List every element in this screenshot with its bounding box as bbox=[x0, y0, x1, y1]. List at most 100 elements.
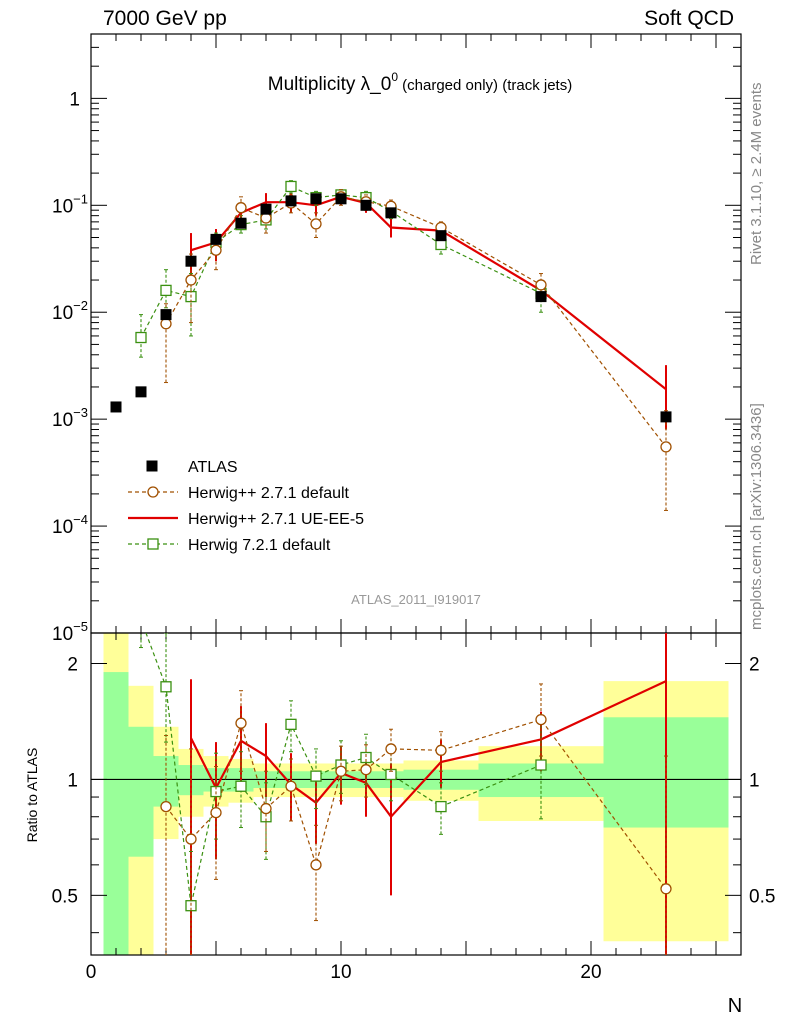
ratio-herwig271-marker-bg bbox=[286, 781, 296, 791]
ratio-herwig721-point bbox=[285, 718, 297, 730]
tick-base: 10 bbox=[52, 196, 73, 217]
main-y-tick-label: 10−3 bbox=[52, 405, 88, 431]
main-atlas-point bbox=[335, 193, 347, 205]
main-atlas-point bbox=[310, 193, 322, 205]
ratio-herwig721-point bbox=[435, 800, 447, 813]
x-tick-label: 20 bbox=[580, 962, 601, 983]
legend-marker-herwig721 bbox=[147, 538, 159, 550]
main-herwig271-marker-bg bbox=[311, 219, 321, 229]
ratio-y-tick-label-right: 1 bbox=[749, 770, 760, 791]
main-series-herwig721 bbox=[135, 180, 547, 358]
main-herwig271-point bbox=[185, 274, 197, 286]
legend-entry-herwig721: Herwig 7.2.1 default bbox=[128, 537, 331, 554]
main-atlas-point bbox=[260, 203, 272, 215]
ratio-herwig271-point bbox=[160, 800, 172, 813]
legend-label-atlas: ATLAS bbox=[188, 459, 238, 476]
main-y-tick-label: 1 bbox=[69, 89, 80, 110]
main-herwig271-marker-bg bbox=[436, 222, 446, 232]
legend-marker-atlas bbox=[146, 460, 158, 472]
tick-exponent: −2 bbox=[73, 298, 88, 313]
main-herwig271-point bbox=[310, 218, 322, 230]
x-axis-label: N bbox=[728, 995, 742, 1017]
watermark-label: ATLAS_2011_I919017 bbox=[351, 592, 481, 607]
ratio-herwig721-point bbox=[535, 759, 547, 771]
ratio-herwig721-marker-bg bbox=[161, 682, 171, 692]
main-atlas-point bbox=[160, 309, 172, 321]
main-herwig721-marker-bg bbox=[286, 181, 296, 191]
main-ueee5-line bbox=[190, 195, 667, 391]
ratio-herwig271-marker-bg bbox=[661, 884, 671, 894]
ratio-herwig271-point bbox=[185, 833, 197, 845]
legend-entry-herwig271: Herwig++ 2.7.1 default bbox=[128, 485, 350, 502]
legend-entry-ueee5: Herwig++ 2.7.1 UE-EE-5 bbox=[128, 511, 364, 528]
ratio-herwig721-marker-bg bbox=[361, 753, 371, 763]
main-atlas-point bbox=[285, 195, 297, 207]
ratio-y-tick-label: 2 bbox=[67, 654, 78, 675]
ratio-y-tick-label: 0.5 bbox=[52, 886, 78, 907]
tick-exponent: −3 bbox=[73, 405, 88, 420]
title-superscript: 0 bbox=[391, 70, 398, 84]
legend-marker-bg-herwig721 bbox=[148, 539, 158, 549]
ratio-herwig271-marker-bg bbox=[536, 715, 546, 725]
legend-marker-bg-herwig271 bbox=[148, 487, 158, 497]
main-y-tick-label: 10−1 bbox=[52, 191, 88, 217]
tick-base: 10 bbox=[52, 517, 73, 538]
ratio-herwig271-marker-bg bbox=[261, 804, 271, 814]
ratio-herwig721-point bbox=[160, 681, 172, 693]
ratio-uncertainty-bands bbox=[103, 633, 729, 955]
ratio-herwig271-point bbox=[260, 802, 272, 815]
main-herwig721-marker-bg bbox=[436, 239, 446, 249]
legend-label-herwig271: Herwig++ 2.7.1 default bbox=[188, 485, 350, 502]
main-atlas-point bbox=[135, 386, 147, 398]
main-herwig271-marker-bg bbox=[211, 245, 221, 255]
main-herwig721-point bbox=[285, 180, 297, 193]
main-herwig271-marker-bg bbox=[536, 280, 546, 290]
main-herwig271-point bbox=[660, 441, 672, 453]
main-atlas-point bbox=[360, 199, 372, 211]
ratio-herwig721-marker-bg bbox=[137, 615, 146, 624]
ratio-herwig271-point bbox=[660, 883, 672, 895]
tick-base: 10 bbox=[52, 303, 73, 324]
main-atlas-point bbox=[210, 233, 222, 245]
ratio-herwig721-point bbox=[310, 770, 322, 782]
ratio-herwig271-point bbox=[435, 744, 447, 756]
ratio-herwig271-point bbox=[385, 743, 397, 755]
ratio-herwig271-point bbox=[210, 806, 222, 819]
legend-entry-atlas: ATLAS bbox=[146, 459, 238, 476]
ratio-herwig721-marker-bg bbox=[386, 769, 396, 779]
ratio-herwig721-point bbox=[136, 615, 146, 625]
ratio-ueee5-line bbox=[190, 680, 667, 819]
legend-label-ueee5: Herwig++ 2.7.1 UE-EE-5 bbox=[188, 511, 364, 528]
ratio-y-tick-label-right: 0.5 bbox=[749, 886, 775, 907]
ratio-y-tick-label: 1 bbox=[67, 770, 78, 791]
main-herwig721-marker-bg bbox=[136, 333, 146, 343]
ratio-herwig271-point bbox=[535, 713, 547, 726]
title-tail-text: (charged only) (track jets) bbox=[398, 77, 572, 94]
main-herwig271-marker-bg bbox=[236, 203, 246, 213]
process-label: 7000 GeV pp bbox=[103, 7, 227, 30]
title-main-text: Multiplicity λ_0 bbox=[268, 74, 392, 95]
main-series-ueee5 bbox=[190, 189, 667, 430]
ratio-y-axis-label: Ratio to ATLAS bbox=[24, 748, 40, 843]
legend: ATLAS Herwig++ 2.7.1 default Herwig++ 2.7.… bbox=[128, 459, 364, 554]
main-herwig721-marker-bg bbox=[161, 285, 171, 295]
tick-exponent: −1 bbox=[73, 191, 88, 206]
ratio-herwig721-point bbox=[235, 780, 247, 792]
main-atlas-point bbox=[435, 230, 447, 242]
tick-base: 10 bbox=[52, 410, 73, 431]
ratio-herwig271-marker-bg bbox=[186, 834, 196, 844]
ratio-y-tick-label-right: 2 bbox=[749, 654, 760, 675]
main-herwig271-marker-bg bbox=[161, 319, 171, 329]
main-atlas-point bbox=[385, 207, 397, 219]
green-band-1 bbox=[128, 726, 154, 857]
legend-label-herwig721: Herwig 7.2.1 default bbox=[188, 537, 331, 554]
main-atlas-point bbox=[535, 291, 547, 303]
main-y-tick-label: 10−4 bbox=[52, 512, 88, 538]
ratio-herwig721-marker-bg bbox=[261, 812, 271, 822]
main-y-tick-label: 10−2 bbox=[52, 298, 88, 324]
main-herwig271-point bbox=[535, 279, 547, 291]
ratio-herwig271-point bbox=[285, 780, 297, 792]
ratio-herwig721-marker-bg bbox=[311, 771, 321, 781]
ratio-herwig271-point bbox=[310, 859, 322, 871]
